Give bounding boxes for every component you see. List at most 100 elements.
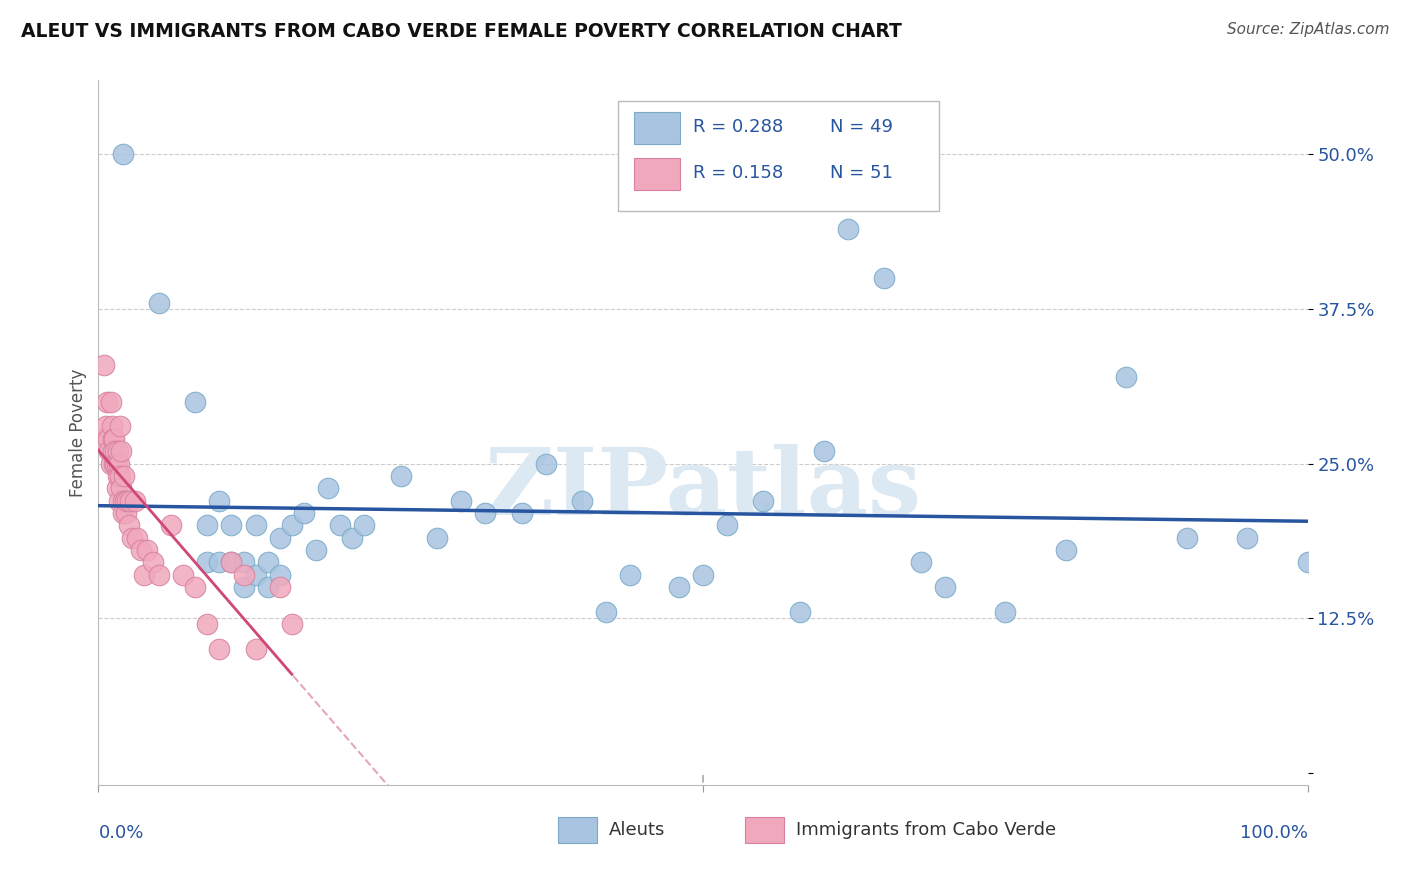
Point xyxy=(195,617,218,632)
Point xyxy=(1175,531,1198,545)
Text: 0.0%: 0.0% xyxy=(98,823,143,842)
Point xyxy=(837,221,859,235)
Point xyxy=(127,531,149,545)
Text: N = 51: N = 51 xyxy=(830,164,893,182)
FancyBboxPatch shape xyxy=(745,817,785,844)
Point xyxy=(232,567,254,582)
Point xyxy=(124,493,146,508)
Point xyxy=(510,506,533,520)
Point xyxy=(108,493,131,508)
Point xyxy=(208,642,231,657)
Point xyxy=(534,457,557,471)
Point xyxy=(208,556,231,570)
Point xyxy=(256,580,278,594)
Point xyxy=(1296,556,1319,570)
Point xyxy=(101,444,124,458)
Point xyxy=(118,518,141,533)
Point xyxy=(245,642,267,657)
Text: R = 0.288: R = 0.288 xyxy=(693,119,783,136)
Point xyxy=(873,271,896,285)
Point xyxy=(111,506,134,520)
Point xyxy=(111,147,134,161)
Point xyxy=(1236,531,1258,545)
Y-axis label: Female Poverty: Female Poverty xyxy=(69,368,87,497)
Point xyxy=(269,531,291,545)
Point xyxy=(100,394,122,409)
Text: ZIPatlas: ZIPatlas xyxy=(485,444,921,534)
Point xyxy=(94,419,117,434)
Point xyxy=(256,556,278,570)
Point xyxy=(118,493,141,508)
Point xyxy=(104,444,127,458)
Point xyxy=(105,481,128,495)
Point xyxy=(232,556,254,570)
Point xyxy=(142,556,165,570)
Point xyxy=(281,617,304,632)
Point xyxy=(789,605,811,619)
Point xyxy=(108,469,131,483)
Point xyxy=(692,567,714,582)
Point xyxy=(108,419,131,434)
Point xyxy=(100,419,122,434)
Text: 100.0%: 100.0% xyxy=(1240,823,1308,842)
Point xyxy=(910,556,932,570)
Point xyxy=(752,493,775,508)
Point xyxy=(103,457,125,471)
FancyBboxPatch shape xyxy=(558,817,596,844)
FancyBboxPatch shape xyxy=(634,158,681,189)
Point xyxy=(208,493,231,508)
Point xyxy=(426,531,449,545)
Point xyxy=(148,295,170,310)
Point xyxy=(316,481,339,495)
Point xyxy=(232,580,254,594)
Point xyxy=(100,457,122,471)
Text: N = 49: N = 49 xyxy=(830,119,893,136)
FancyBboxPatch shape xyxy=(619,102,939,211)
Point xyxy=(110,481,132,495)
Text: ALEUT VS IMMIGRANTS FROM CABO VERDE FEMALE POVERTY CORRELATION CHART: ALEUT VS IMMIGRANTS FROM CABO VERDE FEMA… xyxy=(21,22,903,41)
FancyBboxPatch shape xyxy=(634,112,681,144)
Text: Source: ZipAtlas.com: Source: ZipAtlas.com xyxy=(1226,22,1389,37)
Point xyxy=(91,432,114,446)
Point xyxy=(292,506,315,520)
Point xyxy=(934,580,956,594)
Point xyxy=(105,457,128,471)
Point xyxy=(342,531,364,545)
Point xyxy=(117,493,139,508)
Point xyxy=(619,567,641,582)
Point xyxy=(121,531,143,545)
Point xyxy=(107,469,129,483)
Point xyxy=(571,493,593,508)
Point xyxy=(668,580,690,594)
Point xyxy=(1054,543,1077,558)
Point xyxy=(184,580,207,594)
Point xyxy=(112,469,135,483)
Point xyxy=(129,543,152,558)
Point xyxy=(114,493,136,508)
Point xyxy=(148,567,170,582)
Point xyxy=(184,394,207,409)
Point xyxy=(269,580,291,594)
Point xyxy=(474,506,496,520)
Point xyxy=(269,567,291,582)
Point xyxy=(245,567,267,582)
Point xyxy=(1115,370,1137,384)
Point xyxy=(115,506,138,520)
Point xyxy=(221,556,243,570)
Point xyxy=(93,358,115,372)
Point xyxy=(353,518,375,533)
Point xyxy=(716,518,738,533)
Point xyxy=(595,605,617,619)
Point xyxy=(160,518,183,533)
Point xyxy=(96,394,118,409)
Point xyxy=(101,432,124,446)
Point xyxy=(221,556,243,570)
Point xyxy=(172,567,194,582)
Point xyxy=(994,605,1017,619)
Point xyxy=(97,432,120,446)
Text: R = 0.158: R = 0.158 xyxy=(693,164,783,182)
Point xyxy=(98,444,121,458)
Point xyxy=(305,543,328,558)
Point xyxy=(104,457,127,471)
Point xyxy=(281,518,304,533)
